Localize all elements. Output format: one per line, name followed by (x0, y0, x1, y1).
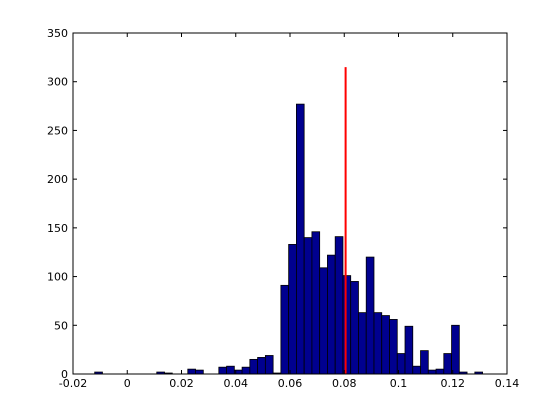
bar (241, 366, 251, 375)
bar (264, 355, 274, 375)
bar (296, 103, 305, 375)
bar (443, 353, 452, 375)
y-tick-label: 50 (54, 319, 68, 332)
y-tick-label: 300 (47, 76, 68, 89)
bar (303, 237, 313, 375)
bar (427, 369, 437, 375)
y-tick-label: 350 (47, 27, 68, 40)
bar (365, 256, 375, 375)
x-tick-label: 0.12 (441, 377, 466, 390)
bar (389, 319, 398, 375)
bar (412, 365, 421, 375)
bar (288, 244, 297, 375)
bar (342, 275, 352, 375)
y-tick-label: 100 (47, 271, 68, 284)
x-tick-label: 0.04 (224, 377, 249, 390)
x-tick-label: 0.08 (332, 377, 357, 390)
bar (451, 324, 460, 375)
bar (350, 281, 359, 375)
bar (420, 350, 429, 375)
bar (257, 357, 266, 375)
bar (280, 284, 290, 375)
bar (334, 236, 344, 375)
bar (311, 231, 321, 375)
bar (319, 267, 328, 375)
bar (226, 365, 235, 375)
x-tick-label: -0.02 (59, 377, 87, 390)
bar (358, 312, 367, 375)
x-tick-label: 0.02 (169, 377, 194, 390)
x-tick-label: 0.1 (390, 377, 408, 390)
bar (218, 366, 227, 375)
x-tick-label: 0.06 (278, 377, 303, 390)
x-tick-label: 0.14 (495, 377, 520, 390)
bar (373, 312, 383, 375)
bar (187, 368, 196, 375)
bar (327, 254, 336, 375)
bar (435, 368, 445, 375)
bar (381, 315, 390, 375)
x-tick-label: 0 (124, 377, 131, 390)
bar (249, 358, 259, 375)
bar (404, 325, 414, 375)
y-tick-label: 200 (47, 173, 68, 186)
y-tick-label: 250 (47, 124, 68, 137)
y-tick-label: 150 (47, 222, 68, 235)
bar (195, 369, 204, 375)
y-tick-label: 0 (61, 368, 68, 381)
